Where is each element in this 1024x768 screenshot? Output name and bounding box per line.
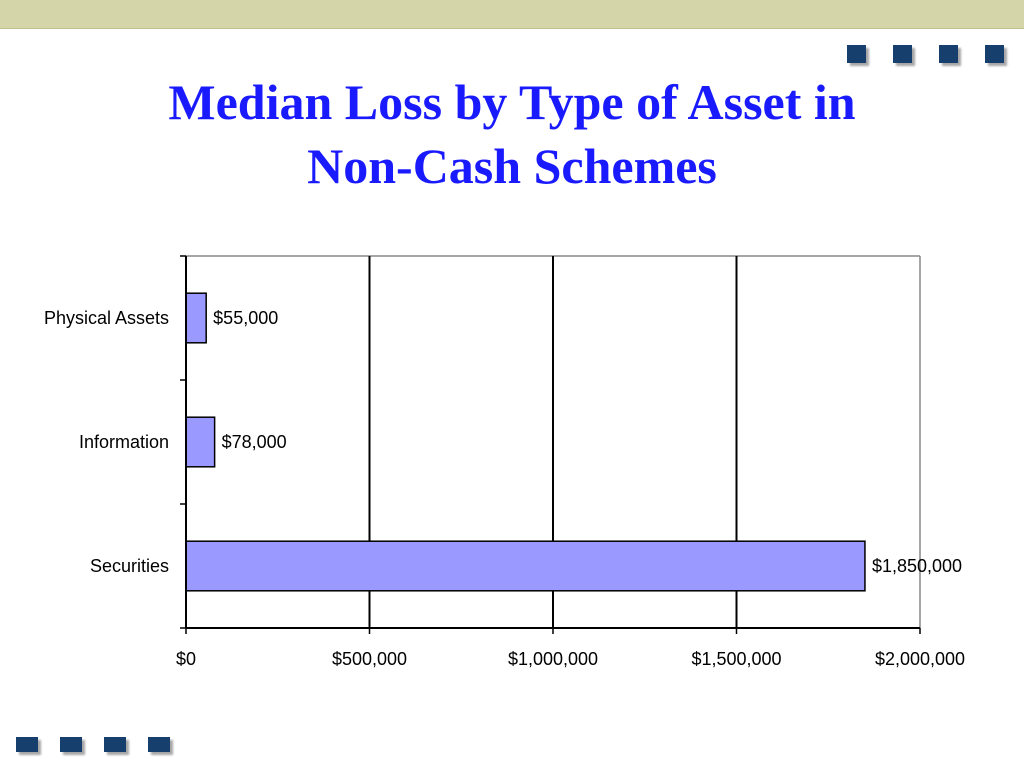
category-label: Securities	[90, 556, 169, 576]
decorative-square	[893, 45, 912, 63]
bar	[185, 416, 216, 468]
x-tick-label: $500,000	[332, 649, 407, 669]
decorative-square	[60, 737, 82, 752]
decorative-square	[104, 737, 126, 752]
top-decoration	[847, 45, 1024, 63]
decorative-square	[148, 737, 170, 752]
slide-title-line1: Median Loss by Type of Asset in	[168, 74, 856, 130]
x-tick-label: $1,000,000	[508, 649, 598, 669]
x-tick-label: $2,000,000	[875, 649, 965, 669]
decorative-square	[847, 45, 866, 63]
bar	[185, 292, 207, 344]
x-tick-label: $0	[176, 649, 196, 669]
slide-title-line2: Non-Cash Schemes	[307, 138, 717, 194]
labels: Physical Assets $55,000 Information $78,000…	[44, 308, 965, 669]
category-label: Physical Assets	[44, 308, 169, 328]
decorative-square	[939, 45, 958, 63]
category-label: Information	[79, 432, 169, 452]
data-label: $78,000	[222, 432, 287, 452]
top-banner	[0, 0, 1024, 29]
axes	[180, 255, 921, 634]
slide-title: Median Loss by Type of Asset in Non-Cash…	[0, 70, 1024, 198]
data-label: $55,000	[213, 308, 278, 328]
bottom-decoration	[16, 737, 192, 752]
decorative-square	[16, 737, 38, 752]
bars	[185, 292, 866, 592]
data-label: $1,850,000	[872, 556, 962, 576]
x-tick-label: $1,500,000	[691, 649, 781, 669]
decorative-square	[985, 45, 1004, 63]
bar	[185, 540, 866, 592]
